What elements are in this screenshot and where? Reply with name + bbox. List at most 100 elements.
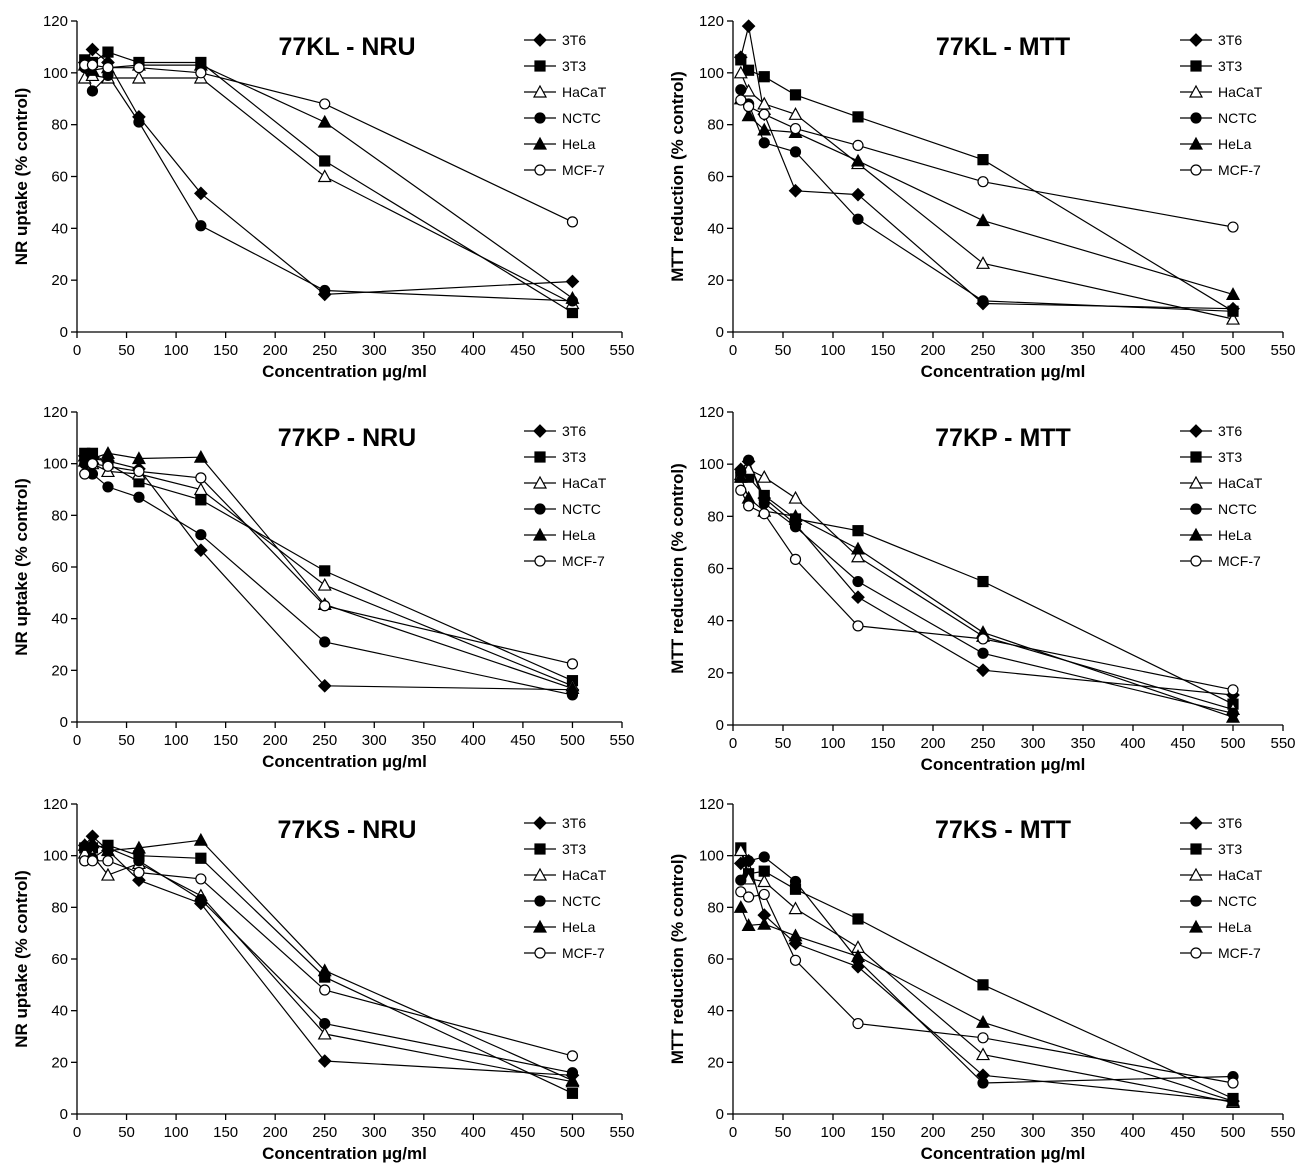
legend-label: 3T6	[562, 423, 586, 439]
data-point	[975, 213, 991, 227]
data-point	[977, 575, 989, 588]
data-point	[133, 866, 145, 879]
x-tick-label: 450	[510, 1124, 535, 1141]
legend-label: MCF-7	[562, 162, 605, 178]
y-tick-label: 20	[51, 272, 68, 289]
x-axis-title: Concentration µg/ml	[921, 362, 1086, 381]
data-point	[317, 963, 332, 977]
data-point	[79, 468, 91, 480]
x-tick-label: 0	[73, 732, 81, 749]
data-point	[100, 867, 115, 881]
data-point	[733, 843, 748, 857]
legend-marker	[1188, 475, 1204, 489]
data-point	[317, 577, 332, 591]
legend-label: 3T6	[1218, 32, 1242, 48]
y-tick-label: 60	[51, 559, 68, 576]
y-tick-label: 40	[707, 1003, 724, 1020]
chart-title: 77KS - MTT	[935, 816, 1071, 844]
data-point	[977, 1032, 989, 1044]
legend-label: 3T6	[562, 32, 586, 48]
data-point	[194, 543, 208, 558]
legend-marker	[1190, 895, 1202, 907]
data-point	[195, 873, 207, 885]
y-tick-label: 80	[51, 117, 68, 134]
chart-panel-3: 0 20 40 60 80 100 120 0 50 100 150 200 250 300 350 400 4…	[12, 404, 635, 771]
data-point	[86, 85, 99, 97]
data-point	[565, 681, 580, 695]
series-line-3t6	[84, 48, 573, 296]
x-tick-label: 50	[118, 732, 135, 749]
y-axis-title: MTT reduction (% control)	[668, 854, 687, 1065]
legend-marker	[532, 919, 548, 933]
y-tick-label: 100	[699, 65, 724, 82]
legend-marker	[534, 503, 546, 515]
chart-panel-5: 0 20 40 60 80 100 120 0 50 100 150 200 250 300 350 400 4…	[12, 796, 635, 1163]
x-tick-label: 100	[164, 342, 189, 359]
data-point	[852, 620, 864, 632]
x-tick-label: 350	[411, 1124, 436, 1141]
legend-marker	[1190, 843, 1202, 855]
x-tick-label: 150	[213, 342, 238, 359]
series-line-hacat	[84, 74, 573, 305]
data-point	[977, 154, 989, 166]
x-tick-label: 300	[1020, 735, 1045, 752]
series-line-3t3	[740, 847, 1234, 1100]
legend-label: HeLa	[1218, 919, 1252, 935]
data-point	[757, 122, 772, 136]
legend-marker	[1190, 451, 1202, 463]
chart-title: 77KP - NRU	[278, 424, 416, 452]
y-tick-label: 20	[51, 1054, 68, 1071]
data-point	[742, 454, 755, 466]
legend-marker	[532, 475, 548, 489]
x-axis-title: Concentration µg/ml	[262, 752, 427, 771]
data-point	[850, 153, 866, 167]
data-point	[977, 295, 989, 307]
data-point	[789, 122, 802, 135]
y-tick-label: 60	[51, 951, 68, 968]
data-point	[758, 71, 770, 83]
legend-marker	[1189, 33, 1203, 47]
x-tick-label: 0	[729, 1124, 737, 1141]
x-tick-label: 50	[775, 342, 792, 359]
series-line-3t3	[84, 844, 573, 1094]
data-point	[757, 469, 772, 483]
data-point	[195, 893, 207, 906]
data-point	[735, 94, 747, 106]
y-tick-label: 0	[716, 717, 724, 734]
legend-marker	[532, 136, 548, 150]
x-tick-label: 0	[73, 1124, 81, 1141]
x-tick-label: 550	[609, 1124, 634, 1141]
x-tick-label: 300	[1020, 1124, 1045, 1141]
data-point	[852, 525, 864, 537]
data-point	[1225, 311, 1241, 325]
y-axis-title: NR uptake (% control)	[12, 88, 31, 266]
series-line-nctc	[740, 89, 1234, 312]
y-tick-label: 100	[43, 65, 68, 82]
legend-label: MCF-7	[562, 945, 605, 961]
data-point	[133, 855, 145, 867]
y-tick-label: 20	[707, 665, 724, 682]
data-point	[789, 146, 802, 158]
x-tick-label: 100	[820, 1124, 845, 1141]
x-tick-label: 300	[362, 342, 387, 359]
data-point	[975, 1047, 991, 1061]
x-tick-label: 250	[312, 342, 337, 359]
data-point	[131, 451, 146, 465]
y-tick-label: 120	[43, 13, 68, 30]
data-point	[319, 984, 331, 996]
x-tick-label: 200	[920, 735, 945, 752]
data-point	[977, 1077, 989, 1089]
chart-title: 77KS - NRU	[278, 816, 417, 844]
legend-marker	[534, 895, 546, 907]
y-tick-label: 80	[707, 508, 724, 525]
data-point	[742, 100, 755, 113]
x-tick-label: 150	[870, 1124, 895, 1141]
data-point	[1225, 287, 1241, 301]
chart-panel-2: 0 20 40 60 80 100 120 0 50 100 150 200 250 300 350 400 4…	[668, 13, 1296, 381]
data-point	[852, 111, 864, 123]
y-tick-label: 100	[43, 848, 68, 865]
data-point	[789, 954, 802, 966]
data-point	[1227, 684, 1239, 696]
data-point	[735, 484, 747, 496]
data-point	[742, 855, 755, 867]
